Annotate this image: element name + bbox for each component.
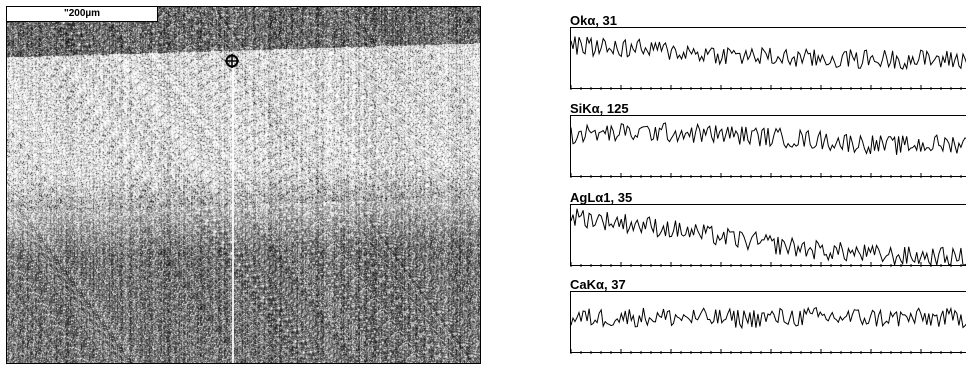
profile-plot-ag <box>570 204 966 267</box>
profile-trace-si <box>570 122 966 155</box>
profile-label-ag: AgLα1, 35 <box>570 190 633 205</box>
scale-bar-label: "200µm <box>7 7 158 22</box>
profile-plot-o <box>570 27 966 90</box>
profile-label-o: Okα, 31 <box>570 13 618 28</box>
sem-micrograph: "200µm <box>6 6 481 364</box>
profile-plot-ca <box>570 291 966 354</box>
scan-line <box>232 63 234 363</box>
sem-image <box>7 7 480 363</box>
profile-trace-o <box>570 36 966 71</box>
crosshair-circle-icon[interactable] <box>225 54 239 68</box>
profile-plot-si <box>570 115 966 178</box>
profile-label-ca: CaKα, 37 <box>570 277 626 292</box>
profile-label-si: SiKα, 125 <box>570 101 629 116</box>
profile-trace-ag <box>570 208 966 267</box>
profile-trace-ca <box>570 306 966 330</box>
